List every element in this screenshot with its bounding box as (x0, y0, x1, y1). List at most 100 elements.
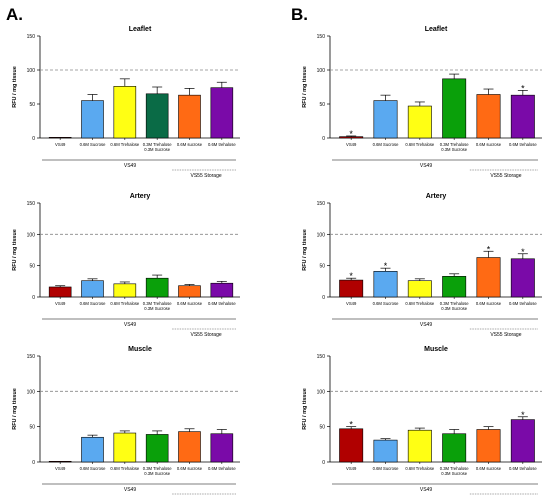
chart-4-title: Leaflet (425, 26, 448, 33)
chart-5-category-label-4: 0.3M Trehalose (440, 301, 470, 306)
chart-5-y-tick-label: 100 (317, 232, 326, 238)
chart-2-bar-5 (178, 285, 201, 298)
chart-3-category-label-4: 0.3M Sucrose (144, 471, 171, 476)
chart-3-category-label-1: VS49 (55, 466, 66, 471)
chart-4-y-tick-label: 150 (317, 34, 326, 40)
chart-1-y-tick-label: 150 (27, 34, 36, 40)
chart-4-bar-3 (407, 105, 432, 139)
panel-label-b: B. (291, 5, 308, 24)
chart-1-category-label-5: 0.6M sucrose (177, 142, 203, 147)
chart-2-y-axis-label: RFU / mg tissue (12, 229, 18, 271)
chart-5-significance-marker-2: * (384, 261, 388, 271)
chart-6-category-label-5: 0.6M sucrose (476, 466, 502, 471)
chart-1-y-tick-label: 0 (32, 136, 35, 142)
chart-1-category-label-3: 0.6M Trehalose (110, 142, 140, 147)
chart-6-y-tick-label: 0 (322, 460, 325, 466)
chart-2-bar-3 (113, 283, 137, 298)
chart-6-bar-5 (476, 429, 501, 463)
chart-4-category-label-6: 0.6M trehalose (509, 142, 537, 147)
chart-1-category-label-4: 0.3M Trehalose (143, 142, 173, 147)
chart-6-category-label-4: 0.3M Sucrose (441, 471, 468, 476)
chart-2-category-label-2: 0.6M Sucrose (80, 301, 107, 306)
chart-2-title: Artery (130, 193, 151, 200)
chart-4-group-label-vs49: VS49 (420, 163, 432, 169)
chart-1-group-label-vs55: VS55 Storage (191, 173, 222, 179)
chart-2-category-label-1: VS49 (55, 301, 66, 306)
chart-3-category-label-6: 0.6M trehalose (208, 466, 236, 471)
chart-4-y-tick-label: 100 (317, 68, 326, 74)
chart-4-group-label-vs55: VS55 Storage (490, 173, 521, 179)
chart-5-bar-4 (442, 276, 467, 298)
chart-4-category-label-4: 0.3M Trehalose (440, 142, 470, 147)
chart-1-y-axis-label: RFU / mg tissue (12, 66, 18, 108)
chart-6-category-label-3: 0.6M Trehalose (405, 466, 435, 471)
chart-4-significance-marker-6: * (521, 83, 525, 93)
chart-1-category-label-1: VS49 (55, 142, 66, 147)
chart-5-significance-marker-6: * (521, 247, 525, 257)
chart-3-category-label-2: 0.6M Sucrose (80, 466, 107, 471)
chart-3-bar-3 (113, 432, 137, 463)
chart-5-category-label-2: 0.6M Sucrose (373, 301, 400, 306)
chart-2-y-tick-label: 150 (27, 201, 36, 207)
chart-5-category-label-6: 0.6M trehalose (509, 301, 537, 306)
chart-6-y-tick-label: 100 (317, 389, 326, 395)
chart-1-bar-1 (48, 137, 72, 139)
chart-6-bar-1 (339, 428, 364, 463)
chart-1-category-label-4: 0.3M Sucrose (144, 147, 171, 152)
chart-6-y-tick-label: 50 (319, 425, 325, 431)
chart-1-y-tick-label: 50 (29, 102, 35, 108)
chart-6-group-label-vs49: VS49 (420, 487, 432, 493)
chart-1-title: Leaflet (129, 26, 152, 33)
chart-5-bar-2 (373, 271, 398, 298)
chart-4-category-label-3: 0.6M Trehalose (405, 142, 435, 147)
chart-1-bar-3 (113, 86, 137, 139)
chart-6-bar-4 (442, 433, 467, 463)
chart-5-category-label-4: 0.3M Sucrose (441, 306, 468, 311)
chart-1-group-label-vs49: VS49 (124, 163, 136, 169)
chart-6-bar-6 (510, 419, 535, 463)
chart-2-category-label-3: 0.6M Trehalose (110, 301, 140, 306)
chart-5-group-label-vs55: VS55 Storage (490, 332, 521, 338)
chart-5-category-label-5: 0.6M sucrose (476, 301, 502, 306)
chart-3-bar-4 (145, 434, 169, 463)
chart-3-bar-6 (210, 433, 234, 463)
chart-1-bar-4 (145, 93, 169, 139)
panel-label-a: A. (6, 5, 23, 24)
chart-5-y-tick-label: 50 (319, 264, 325, 270)
chart-3-category-label-5: 0.6M sucrose (177, 466, 203, 471)
chart-1-y-tick-label: 100 (27, 68, 36, 74)
chart-3-category-label-3: 0.6M Trehalose (110, 466, 140, 471)
chart-4-bar-5 (476, 94, 501, 139)
chart-6-category-label-6: 0.6M trehalose (509, 466, 537, 471)
chart-5-y-axis-label: RFU / mg tissue (302, 229, 308, 271)
chart-2-y-tick-label: 0 (32, 295, 35, 301)
chart-4-y-tick-label: 50 (319, 102, 325, 108)
chart-4-bar-2 (373, 100, 398, 139)
chart-1-bar-2 (81, 100, 104, 139)
chart-6-significance-marker-1: * (349, 420, 353, 430)
chart-6-category-label-2: 0.6M Sucrose (373, 466, 400, 471)
chart-5-significance-marker-5: * (487, 244, 491, 254)
chart-4-category-label-1: VS49 (346, 142, 357, 147)
chart-6-y-tick-label: 150 (317, 354, 326, 360)
chart-3-title: Muscle (128, 346, 152, 353)
chart-5-group-label-vs49: VS49 (420, 322, 432, 328)
chart-1-category-label-6: 0.6M trehalose (208, 142, 236, 147)
chart-3-y-tick-label: 0 (32, 460, 35, 466)
chart-3-bar-2 (81, 436, 104, 463)
chart-2-group-label-vs49: VS49 (124, 322, 136, 328)
chart-2-bar-6 (210, 282, 234, 298)
chart-3-group-label-vs49: VS49 (124, 487, 136, 493)
chart-6-category-label-1: VS49 (346, 466, 357, 471)
chart-4-category-label-2: 0.6M Sucrose (373, 142, 400, 147)
chart-3-y-tick-label: 50 (29, 425, 35, 431)
chart-5-y-tick-label: 150 (317, 201, 326, 207)
chart-1-bar-5 (178, 94, 201, 139)
chart-2-category-label-5: 0.6M sucrose (177, 301, 203, 306)
chart-5-bar-5 (476, 257, 501, 298)
chart-3-y-tick-label: 150 (27, 354, 36, 360)
chart-2-category-label-6: 0.6M trehalose (208, 301, 236, 306)
chart-1-bar-6 (210, 87, 234, 139)
chart-2-bar-4 (145, 277, 169, 298)
